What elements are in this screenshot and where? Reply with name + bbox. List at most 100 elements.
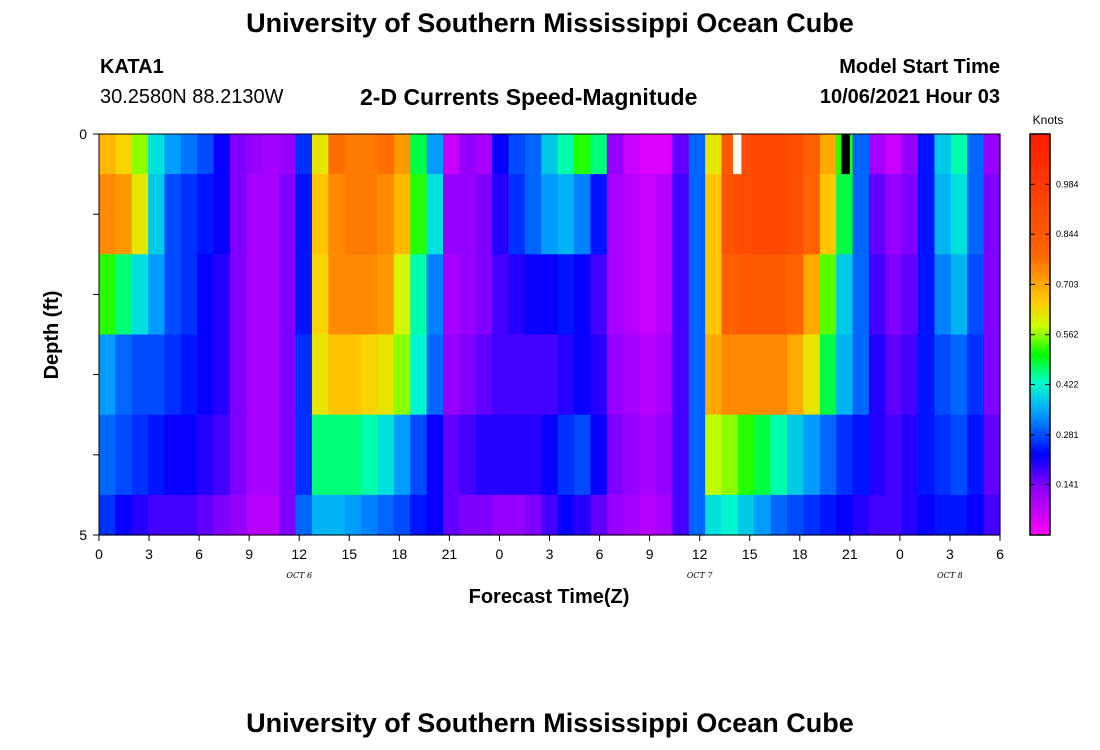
heatmap-cell — [262, 334, 280, 416]
heatmap-cell — [541, 494, 559, 536]
heatmap-cell — [606, 414, 624, 496]
heatmap-cell — [311, 414, 329, 496]
heatmap-cell — [131, 174, 149, 255]
heatmap-cell — [574, 334, 592, 416]
heatmap-cell — [737, 414, 755, 496]
heatmap-cell — [803, 134, 821, 175]
heatmap-cell — [885, 494, 903, 536]
heatmap-cell — [443, 414, 460, 496]
heatmap-cell — [819, 254, 837, 336]
day-label: OCT 6 — [286, 571, 312, 580]
heatmap-cell — [524, 174, 542, 255]
heatmap-cell — [524, 494, 542, 536]
heatmap-cell — [705, 134, 723, 175]
heatmap-cell — [213, 334, 231, 416]
heatmap-cell — [426, 174, 444, 255]
heatmap-cell — [770, 414, 788, 496]
heatmap-cell — [115, 494, 133, 536]
heatmap-cell — [934, 414, 952, 496]
heatmap-cell — [344, 414, 362, 496]
heatmap-cell — [819, 414, 837, 496]
heatmap-cell — [803, 174, 821, 255]
heatmap-cell — [852, 414, 870, 496]
heatmap-cell — [459, 174, 477, 255]
heatmap-cell — [295, 134, 313, 175]
heatmap-cell — [131, 134, 149, 175]
heatmap-cell — [623, 414, 641, 496]
x-tick-label: 15 — [742, 546, 758, 562]
heatmap-cell — [688, 334, 706, 416]
heatmap-cell — [262, 254, 280, 336]
heatmap-cell — [180, 134, 198, 175]
heatmap-cell — [623, 334, 641, 416]
heatmap-cell — [99, 494, 116, 536]
heatmap-cell — [983, 254, 1001, 336]
heatmap-cell — [918, 414, 936, 496]
heatmap-cell — [164, 494, 182, 536]
heatmap-cell — [868, 174, 886, 255]
heatmap-cell — [246, 134, 264, 175]
x-tick-label: 12 — [291, 546, 307, 562]
heatmap-cell — [230, 134, 248, 175]
heatmap-cell — [246, 334, 264, 416]
heatmap-cell — [426, 334, 444, 416]
heatmap-cell — [672, 494, 690, 536]
day-label: OCT 7 — [687, 571, 714, 580]
heatmap-cell — [688, 494, 706, 536]
heatmap-cell — [459, 254, 477, 336]
heatmap-cell — [721, 254, 739, 336]
heatmap-cell — [541, 254, 559, 336]
heatmap-cell — [262, 414, 280, 496]
heatmap-cell — [770, 134, 788, 175]
heatmap-cell — [705, 174, 723, 255]
heatmap-cell — [557, 334, 575, 416]
heatmap-cell — [164, 334, 182, 416]
heatmap-cell — [230, 334, 248, 416]
heatmap-cell — [361, 254, 379, 336]
heatmap-cell — [246, 254, 264, 336]
heatmap-cell — [590, 414, 608, 496]
heatmap-cell — [721, 494, 739, 536]
heatmap-cell — [721, 414, 739, 496]
heatmap-cell — [344, 334, 362, 416]
heatmap-cell — [115, 174, 133, 255]
heatmap-cell — [950, 134, 968, 175]
heatmap-cell — [213, 414, 231, 496]
heatmap-cell — [328, 494, 346, 536]
x-tick-label: 6 — [195, 546, 203, 562]
heatmap-cell — [885, 174, 903, 255]
heatmap-cell — [295, 414, 313, 496]
heatmap-cell — [524, 254, 542, 336]
heatmap-cell — [737, 334, 755, 416]
heatmap-cell — [508, 254, 526, 336]
heatmap-cell — [508, 334, 526, 416]
heatmap-cell — [246, 494, 264, 536]
heatmap-cell — [918, 334, 936, 416]
heatmap-cell — [934, 334, 952, 416]
heatmap-cell — [99, 134, 116, 175]
heatmap-cell — [180, 334, 198, 416]
heatmap-cell — [918, 254, 936, 336]
heatmap-cell — [852, 254, 870, 336]
heatmap-cell — [426, 414, 444, 496]
heatmap-cell — [180, 494, 198, 536]
heatmap-cell — [672, 254, 690, 336]
heatmap-cell — [492, 494, 510, 536]
model-start-time: 10/06/2021 Hour 03 — [819, 86, 1000, 108]
heatmap-cell — [328, 174, 346, 255]
heatmap-cell — [754, 494, 772, 536]
heatmap-cell — [99, 414, 116, 496]
colorbar-title: Knots — [1033, 113, 1064, 127]
heatmap-cell — [541, 414, 559, 496]
heatmap-cell — [688, 254, 706, 336]
heatmap-cell — [950, 334, 968, 416]
heatmap-cell — [737, 134, 755, 175]
heatmap-cell — [754, 174, 772, 255]
heatmap-cell — [410, 134, 428, 175]
heatmap-cell — [230, 254, 248, 336]
heatmap-cell — [295, 334, 313, 416]
heatmap-cell — [99, 254, 116, 336]
heatmap-cell — [377, 414, 395, 496]
heatmap-cell — [393, 174, 411, 255]
heatmap-cell — [803, 334, 821, 416]
